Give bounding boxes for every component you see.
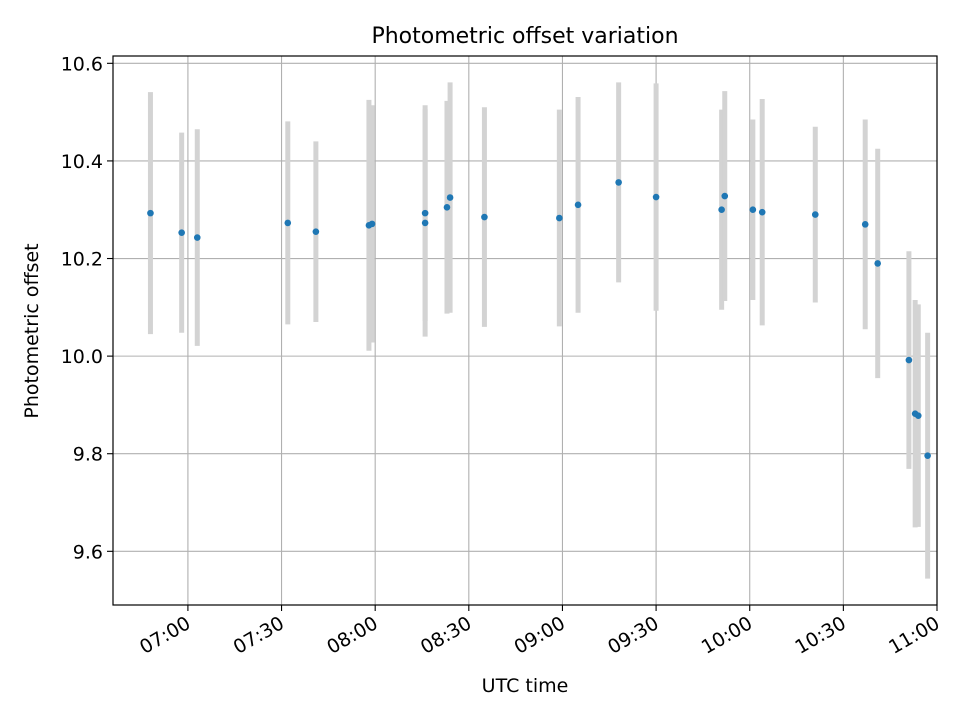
y-axis-label: Photometric offset [21,243,43,418]
plot-area-frame [112,55,938,606]
data-points [147,179,931,459]
data-point [861,221,869,228]
data-point [178,229,185,236]
data-point [421,219,429,227]
x-tick-label: 10:30 [791,612,849,658]
data-point [905,356,913,364]
data-point [652,193,660,201]
data-point [718,206,725,214]
data-point [443,203,451,211]
x-tick-label: 08:30 [417,612,475,658]
data-point [721,192,729,200]
x-tick-label: 09:30 [604,612,662,658]
x-axis-ticks: 07:00 07:30 08:00 08:30 09:00 09:30 10:00 10:30… [136,605,944,659]
y-tick-label: 9.6 [73,541,103,563]
x-tick-label: 08:00 [323,612,381,658]
data-point [312,228,320,235]
chart-title: Photometric offset variation [371,24,678,49]
x-tick-label: 10:00 [698,612,756,658]
x-axis-label: UTC time [482,675,569,697]
data-point [193,234,201,241]
x-tick-label: 09:00 [511,612,569,658]
data-point [368,220,376,228]
data-point [811,211,819,218]
data-point [574,201,582,209]
y-tick-label: 10.2 [61,249,103,271]
x-tick-label: 11:00 [885,612,943,658]
x-tick-label: 07:00 [136,612,194,658]
data-point [556,214,563,222]
data-point [421,209,429,217]
data-point [147,209,154,217]
y-tick-label: 10.0 [61,346,103,368]
error-bars [147,82,931,579]
y-axis-ticks: 9.6 9.8 10.0 10.2 10.4 10.6 [61,53,113,563]
data-point [284,219,292,227]
data-point [914,412,922,419]
data-point [758,208,766,216]
data-point [446,194,454,201]
data-point [481,213,488,221]
x-tick-label: 07:30 [230,612,288,658]
data-point [615,179,622,186]
y-tick-label: 10.6 [61,53,103,75]
data-point [924,452,931,459]
y-tick-label: 10.4 [61,151,103,173]
data-point [749,206,757,214]
y-tick-label: 9.8 [73,444,103,466]
data-point [874,260,881,267]
